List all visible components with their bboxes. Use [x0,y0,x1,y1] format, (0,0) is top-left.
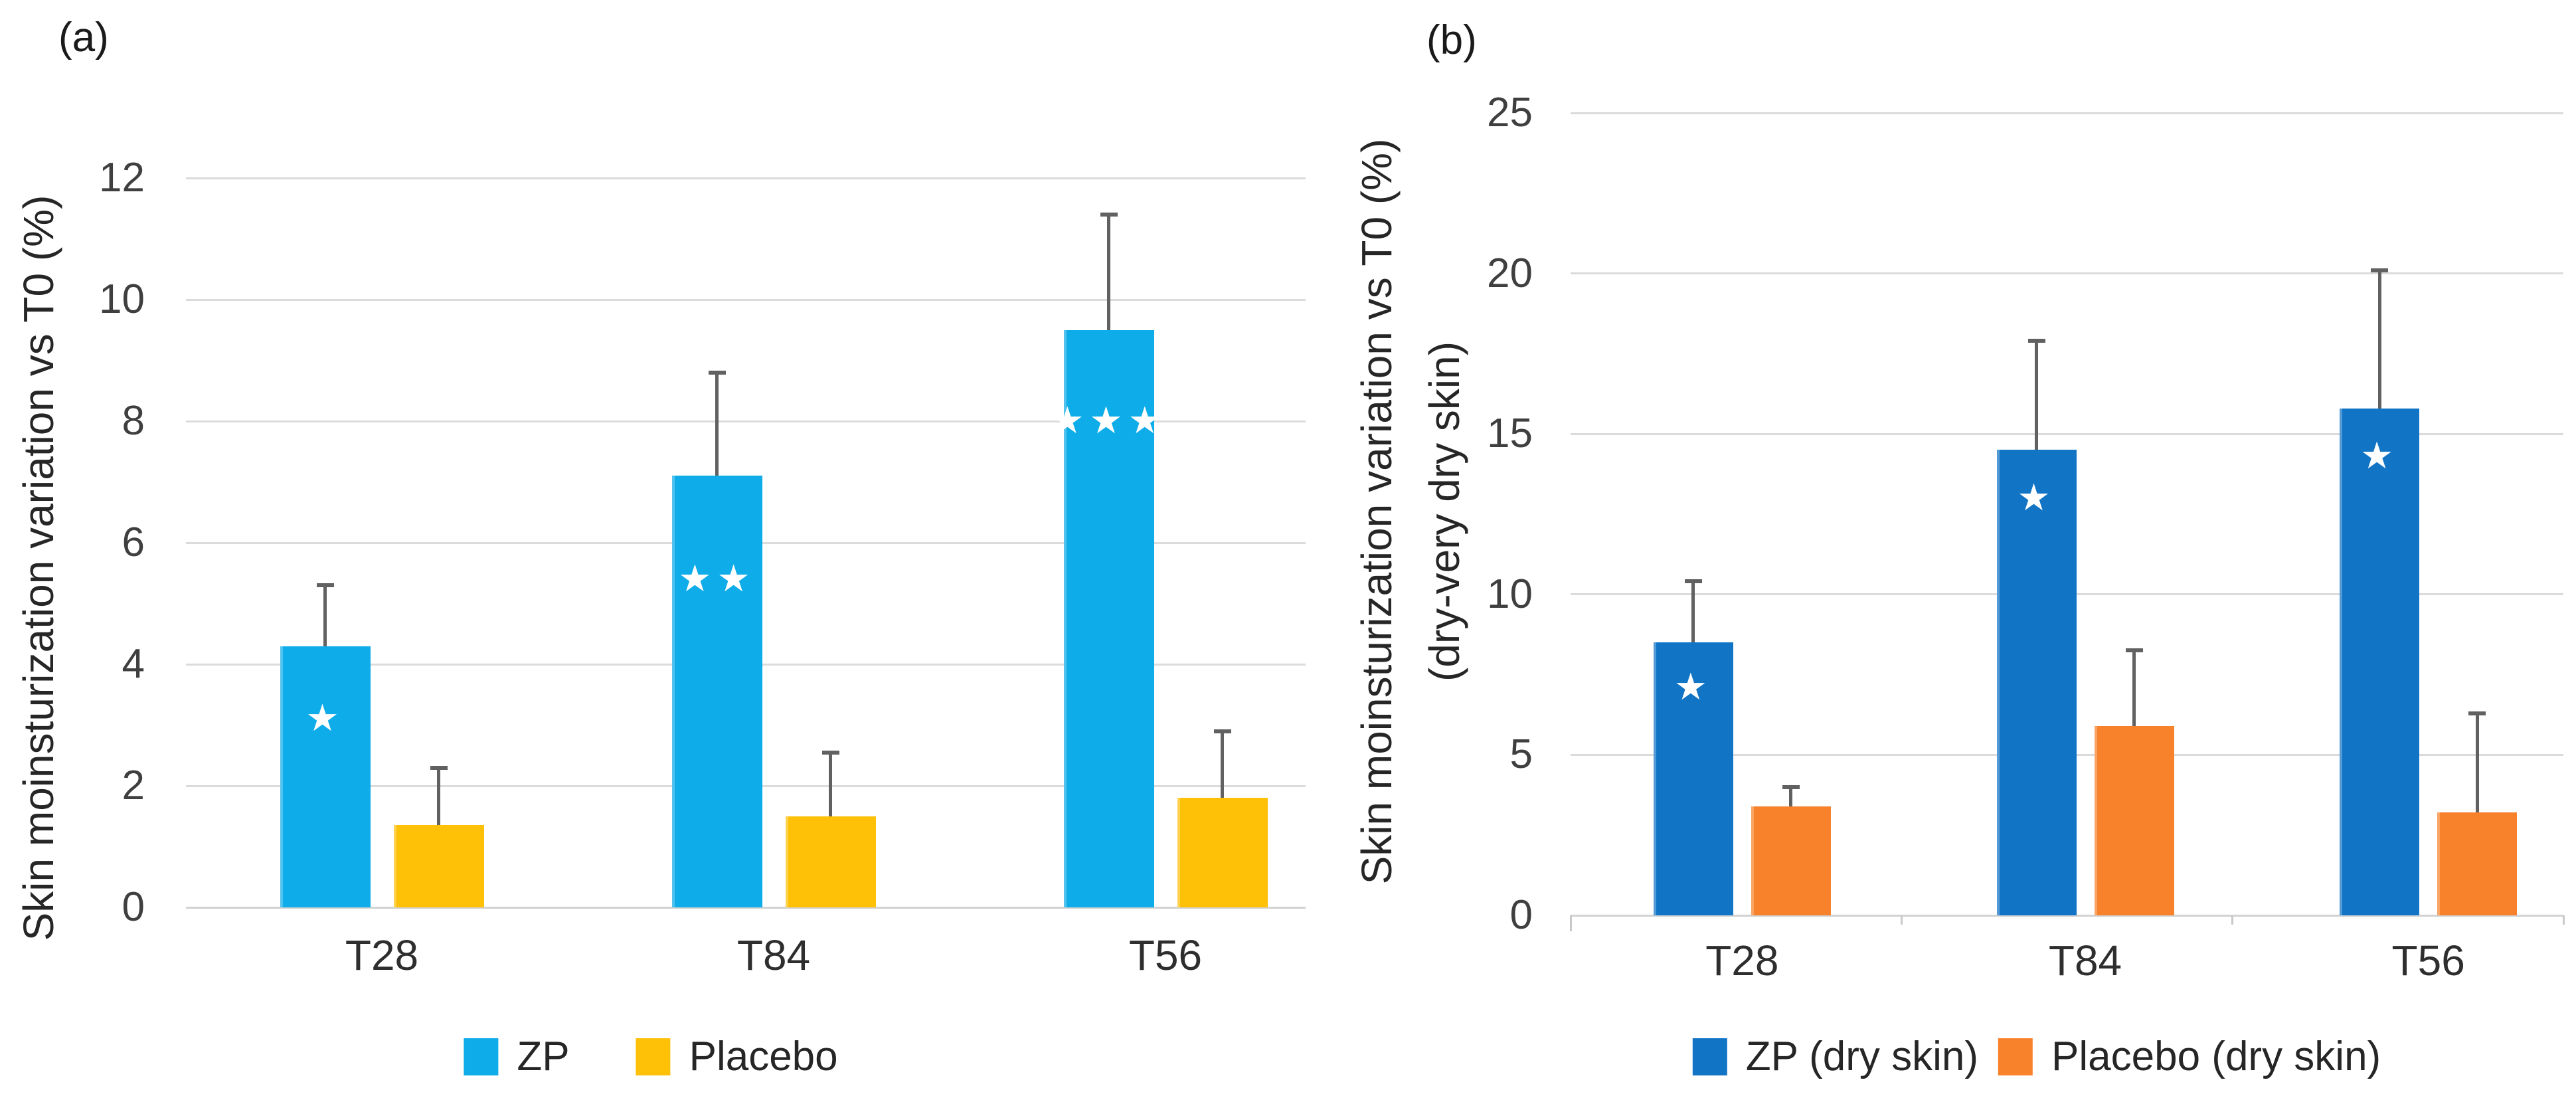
x-category-label-t56: T56 [2391,937,2465,984]
error-bar-cap [2125,648,2143,653]
y-tick-label: 25 [1487,90,1533,136]
bar-placebo-dry-skin-t84 [2094,725,2174,915]
y-axis-stub [1569,915,1572,931]
y-tick-label: 0 [122,884,145,930]
y-tick-label: 8 [122,398,145,444]
gridline [186,298,1306,301]
significance-stars: ★ [1674,665,1713,709]
y-tick-label: 10 [1487,571,1533,617]
gridline [186,420,1306,422]
x-axis-baseline [1571,914,2563,917]
x-category-label-t28: T28 [345,931,419,979]
significance-stars: ★★★ [1051,399,1167,442]
bar-zp-dry-skin-t56 [2340,408,2420,915]
x-category-label-t28: T28 [1705,937,1779,984]
legend-label-zp: ZP [517,1034,570,1079]
error-bar-cap [2468,711,2486,715]
legend-label-zp-dry-skin: ZP (dry skin) [1745,1034,1979,1079]
x-category-label-t84: T84 [736,931,811,979]
bar-placebo-t56 [1177,798,1268,907]
significance-stars: ★ [2017,476,2056,519]
y-tick-label: 15 [1487,411,1533,457]
panel-label-b: (b) [1426,17,1477,63]
bar-zp-t56 [1063,329,1154,907]
bar-zp-t28 [280,646,371,907]
x-category-label-t56: T56 [1128,931,1203,979]
bar-zp-dry-skin-t84 [1996,450,2077,915]
error-bar-whisker [1107,214,1110,330]
error-bar-cap [430,765,448,770]
gridline [1571,432,2563,435]
x-category-label-t84: T84 [2048,937,2122,984]
bar-placebo-dry-skin-t56 [2437,812,2518,915]
y-tick-label: 12 [99,155,145,201]
legend-swatch-zp-dry-skin [1692,1038,1727,1075]
error-bar-whisker [1789,786,1793,806]
y-tick-label: 4 [122,641,145,687]
legend-swatch-zp [464,1038,499,1075]
significance-stars: ★ [2360,434,2399,478]
error-bar-whisker [2035,341,2038,450]
x-axis-tick [1900,915,1903,925]
error-bar-whisker [437,767,440,826]
legend-label-placebo: Placebo [689,1034,838,1079]
significance-stars: ★ [305,697,345,741]
bar-zp-dry-skin-t28 [1653,642,1733,915]
panel-label-a: (a) [58,15,109,60]
error-bar-whisker [829,752,832,816]
y-tick-label: 0 [1509,892,1533,938]
error-bar-whisker [323,585,327,646]
significance-stars: ★★ [678,557,756,600]
legend-swatch-placebo [636,1038,671,1075]
bar-zp-t84 [671,476,762,907]
legend-swatch-placebo-dry-skin [1998,1038,2033,1075]
error-bar-whisker [2377,270,2381,409]
bar-placebo-t84 [785,816,876,907]
error-bar-whisker [1691,581,1695,643]
error-bar-cap [2371,268,2389,272]
error-bar-cap [821,750,839,755]
error-bar-cap [1100,212,1118,217]
gridline [186,177,1306,179]
y-tick-label: 20 [1487,250,1533,296]
legend-b: ZP (dry skin) Placebo (dry skin) [1692,1034,2381,1080]
error-bar-cap [1782,784,1800,789]
legend-a: ZP Placebo [464,1034,838,1080]
error-bar-cap [1213,729,1231,733]
gridline [1571,112,2563,114]
legend-label-placebo-dry-skin: Placebo (dry skin) [2051,1034,2381,1079]
bar-placebo-dry-skin-t28 [1751,806,1831,915]
y-tick-label: 5 [1509,731,1533,778]
error-bar-cap [2027,339,2045,343]
gridline [1571,272,2563,275]
error-bar-cap [708,370,726,375]
error-bar-whisker [715,372,719,476]
error-bar-cap [1684,579,1702,584]
error-bar-whisker [2132,650,2136,726]
bar-placebo-t28 [393,825,484,907]
error-bar-whisker [2475,713,2479,813]
y-tick-label: 6 [122,519,145,565]
x-axis-tick [2562,915,2565,925]
error-bar-cap [316,583,334,588]
y-tick-label: 10 [99,276,145,322]
x-axis-baseline [186,906,1306,909]
y-tick-label: 2 [122,763,145,808]
error-bar-whisker [1221,731,1224,798]
x-axis-tick [2231,915,2234,925]
